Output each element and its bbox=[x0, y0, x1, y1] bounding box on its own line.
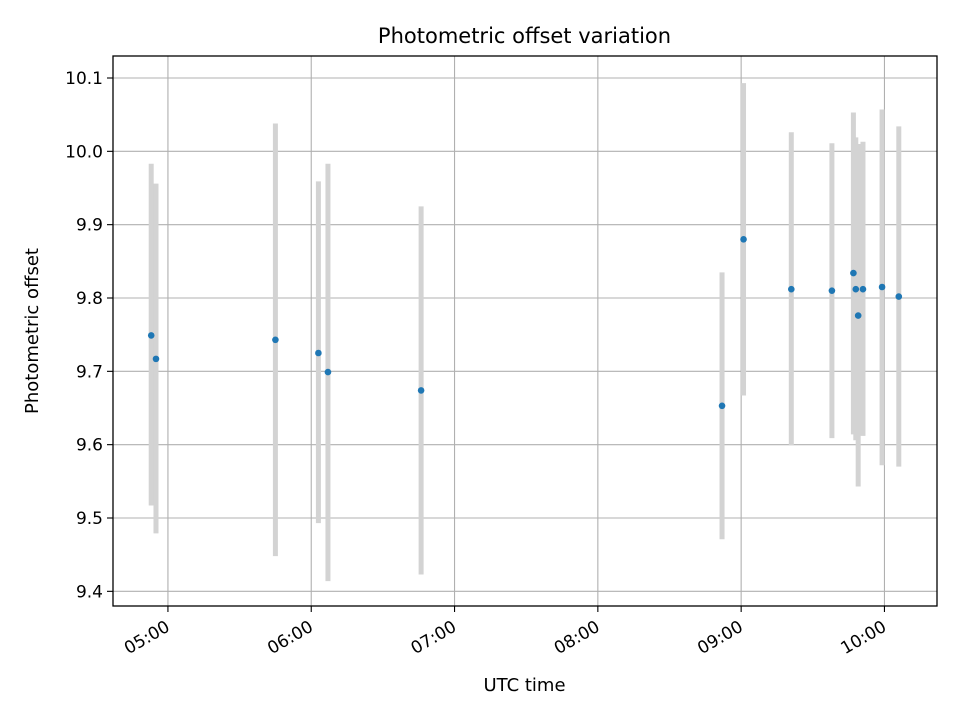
y-tick-label: 9.7 bbox=[76, 362, 103, 382]
x-tick-label: 06:00 bbox=[264, 617, 316, 659]
data-points bbox=[147, 236, 903, 410]
error-bars bbox=[148, 83, 902, 582]
chart-title: Photometric offset variation bbox=[378, 24, 671, 48]
plot-frame bbox=[112, 55, 938, 607]
y-tick-label: 10.1 bbox=[65, 69, 103, 89]
data-point bbox=[854, 312, 862, 319]
data-point bbox=[152, 355, 160, 363]
data-point bbox=[272, 336, 279, 344]
y-tick-label: 9.5 bbox=[76, 509, 103, 529]
data-point bbox=[417, 387, 425, 394]
data-point bbox=[828, 287, 836, 294]
data-point bbox=[718, 402, 726, 410]
data-point bbox=[324, 368, 332, 376]
data-point bbox=[850, 269, 857, 277]
data-point bbox=[878, 283, 886, 291]
y-tick-label: 10.0 bbox=[65, 142, 103, 162]
data-point bbox=[895, 293, 903, 300]
data-point bbox=[852, 285, 860, 293]
data-point bbox=[147, 332, 155, 339]
data-point bbox=[788, 285, 795, 293]
data-point bbox=[740, 236, 747, 243]
y-tick-label: 9.6 bbox=[76, 436, 103, 456]
data-point bbox=[315, 349, 322, 357]
grid bbox=[113, 56, 937, 606]
y-tick-label: 9.8 bbox=[76, 289, 103, 309]
x-tick-label: 08:00 bbox=[551, 617, 603, 659]
x-tick-label: 09:00 bbox=[694, 617, 746, 659]
x-axis: 05:00 06:00 07:00 08:00 09:00 10:00 bbox=[121, 606, 890, 659]
x-tick-label: 05:00 bbox=[121, 617, 173, 659]
data-point bbox=[859, 285, 867, 293]
y-tick-label: 9.4 bbox=[76, 582, 103, 602]
y-axis: 9.4 9.5 9.6 9.7 9.8 9.9 10.0 10.1 bbox=[65, 69, 113, 602]
x-tick-label: 10:00 bbox=[838, 617, 890, 659]
x-tick-label: 07:00 bbox=[408, 617, 460, 659]
y-axis-label: Photometric offset bbox=[22, 248, 43, 414]
y-tick-label: 9.9 bbox=[76, 216, 103, 236]
x-axis-label: UTC time bbox=[483, 675, 565, 696]
